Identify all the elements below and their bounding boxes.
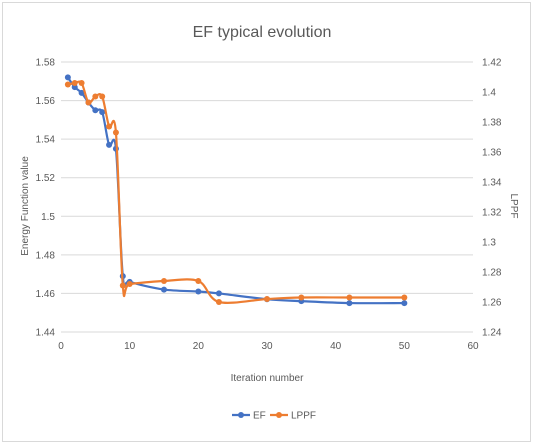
data-point-lppf [78, 80, 85, 86]
data-point-ef [346, 300, 353, 307]
x-tick: 0 [58, 341, 64, 352]
y-tick-right: 1.32 [482, 208, 502, 219]
data-point-lppf [119, 282, 126, 289]
data-point-ef [64, 74, 71, 81]
y-tick-left: 1.54 [36, 135, 56, 146]
data-series [64, 74, 408, 307]
data-point-lppf [112, 129, 119, 136]
data-point-lppf [92, 93, 99, 100]
data-point-ef [161, 286, 167, 293]
legend-marker-ef [238, 412, 244, 418]
data-point-ef [92, 107, 99, 114]
y-tick-right: 1.26 [482, 298, 502, 309]
data-point-lppf [195, 278, 202, 284]
data-point-ef [99, 109, 106, 116]
x-tick: 60 [467, 341, 479, 352]
data-point-ef [195, 288, 202, 295]
y-tick-right: 1.3 [482, 238, 496, 249]
y-tick-right: 1.34 [482, 178, 502, 189]
data-point-lppf [126, 281, 133, 287]
x-tick: 20 [193, 341, 205, 352]
y-tick-left: 1.52 [36, 173, 56, 184]
y-tick-right: 1.42 [482, 58, 502, 69]
legend-label-lppf: LPPF [291, 411, 316, 422]
y-tick-left: 1.48 [36, 250, 56, 261]
y-tick-right: 1.4 [482, 88, 496, 99]
x-tick: 40 [330, 341, 342, 352]
x-tick: 10 [124, 341, 136, 352]
y-tick-left: 1.44 [36, 328, 56, 339]
legend-marker-lppf [276, 412, 282, 418]
data-point-lppf [85, 99, 92, 106]
chart-area [2, 2, 531, 442]
y-tick-left: 1.5 [41, 212, 55, 223]
series-line-lppf [67, 80, 405, 304]
y-tick-left: 1.58 [36, 58, 56, 69]
y-tick-right: 1.28 [482, 268, 502, 279]
x-tick: 30 [261, 341, 273, 352]
x-axis-title: Iteration number [231, 373, 304, 384]
legend-label-ef: EF [253, 411, 266, 422]
legend: EF LPPF [232, 411, 316, 422]
data-point-lppf [346, 294, 353, 301]
data-point-ef [78, 89, 85, 96]
data-point-lppf [215, 299, 222, 305]
y-tick-left: 1.56 [36, 96, 56, 107]
x-tick: 50 [399, 341, 411, 352]
y-tick-right: 1.24 [482, 328, 502, 339]
y-tick-right: 1.36 [482, 148, 502, 159]
data-point-lppf [401, 294, 408, 301]
chart-title: EF typical evolution [193, 24, 332, 41]
data-point-lppf [64, 81, 71, 88]
data-point-lppf [161, 278, 167, 284]
axis-ticks: 1.44 1.46 1.48 1.5 1.52 1.54 1.56 1.58 1.24 1.26 1… [36, 58, 502, 353]
y-axis-title-left: Energy Function value [20, 156, 31, 256]
y-tick-left: 1.46 [36, 289, 56, 300]
data-point-lppf [106, 123, 113, 130]
gridlines [61, 61, 473, 333]
data-point-ef [106, 141, 113, 148]
y-axis-title-right: LPPF [508, 193, 519, 218]
data-point-lppf [264, 296, 270, 302]
data-point-ef [215, 290, 222, 297]
data-point-lppf [298, 294, 305, 301]
y-tick-right: 1.38 [482, 118, 502, 129]
data-point-ef [401, 300, 408, 307]
data-point-lppf [99, 93, 106, 100]
data-point-lppf [71, 80, 78, 86]
